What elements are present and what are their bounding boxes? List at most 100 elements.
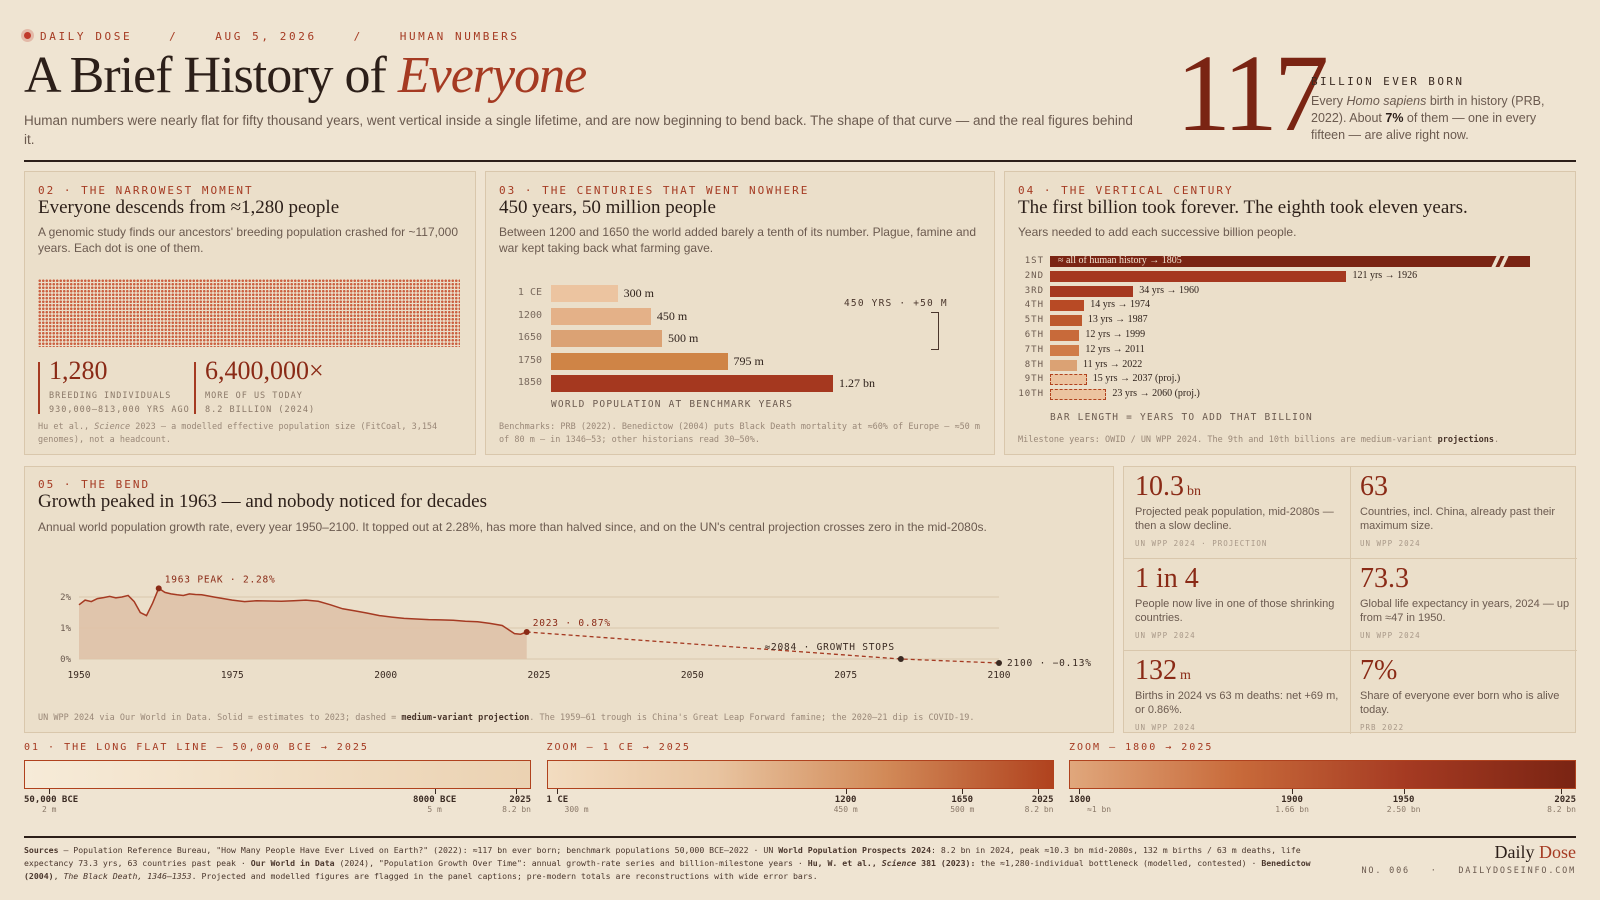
stat-value: 1 in 4 [1135,563,1199,594]
timeline-strip: ZOOM — 1800 → 2025 1800 ≈1 bn 1900 1.66 bn 19… [1069,742,1576,820]
annotation-2100: 2100 · −0.13% [1007,658,1092,669]
panel-description: Annual world population growth rate, eve… [38,520,987,534]
stat-breeding-label: BREEDING INDIVIDUALS 930,000–813,000 YRS … [49,391,190,415]
bar-category-label: 2ND [1024,270,1044,281]
line-chart-svg: 0% 1% 2% 1950 1975 2000 2025 2050 2075 2100 1963 P… [60,574,1092,681]
panel-title: Everyone descends from ≈1,280 people [38,197,340,218]
page-subtitle: Human numbers were nearly flat for fifty… [24,113,1133,147]
strip-tick [962,789,964,794]
y-tick-label: 0% [60,655,71,665]
bar-value-label: 500 m [668,331,699,345]
bar-value-label: 795 m [733,353,764,368]
strip-label: ZOOM — 1800 → 2025 [1069,742,1214,753]
growth-rate-line-chart: 0% 1% 2% 1950 1975 2000 2025 2050 2075 2100 1963 P… [25,573,1115,697]
panel-title: The first billion took forever. The eigh… [1018,197,1468,218]
stat-growth-value: 6,400,000× [205,356,324,385]
tick-value: 2.50 bn [1386,805,1421,814]
annotation-peak: 1963 PEAK · 2.28% [165,574,276,585]
hero-number: 117 [1176,32,1329,154]
bar [1050,285,1134,297]
axis-break-icon [1498,256,1510,267]
strip-tick-label: 1650 500 m [922,795,1002,814]
tick-year: 2025 [509,795,531,805]
brand-logo[interactable]: Daily Dose [1494,842,1577,862]
stat-description: Share of everyone ever born who is alive… [1360,690,1560,716]
x-tick-label: 2050 [681,670,704,681]
strip-tick [1079,789,1081,794]
header-rule [24,160,1576,162]
grid-divider [1124,558,1577,559]
hero-label: BILLION EVER BORN [1311,75,1465,88]
bar-value-label: 11 yrs → 2022 [1082,358,1143,370]
panel-source: Milestone years: OWID / UN WPP 2024. The… [1018,435,1500,445]
bar-category-label: 9TH [1024,374,1044,385]
bar-projected [1050,374,1087,386]
bar-value-label: 23 yrs → 2060 (proj.) [1112,388,1200,400]
billion-bar-chart: 1ST ≈ all of human history → 1805 2ND 121 y… [1005,252,1577,404]
strip-tick [845,789,847,794]
strip-gradient-bar [24,760,531,789]
chart-axis-label: WORLD POPULATION AT BENCHMARK YEARS [551,399,794,410]
bar-category-label: 5TH [1024,315,1044,326]
y-tick-label: 1% [60,624,71,634]
footer-sources: Sources — Population Reference Bureau, "… [24,845,1311,881]
strip-tick-label: 1 CE 300 m [547,795,589,814]
panel-source: Benchmarks: PRB (2022). Benedictow (2004… [499,422,981,445]
timeline-strip: ZOOM — 1 CE → 2025 1 CE 300 m 1200 450 m 1650… [546,742,1054,820]
timeline-strip: 01 · THE LONG FLAT LINE — 50,000 BCE → 2… [24,742,531,820]
tick-year: 2025 [1031,795,1054,805]
stat-cell: 10.3 bn Projected peak population, mid-20… [1135,471,1345,551]
site-link[interactable]: DAILYDOSEINFO.COM [1458,866,1576,876]
tick-year: 50,000 BCE [24,795,79,805]
stat-description: People now live in one of those shrinkin… [1135,598,1335,624]
bar [1050,315,1082,327]
bar-value-label: 15 yrs → 2037 (proj.) [1092,373,1181,385]
bar-projected [1050,389,1107,401]
bar-category-label: 7TH [1024,344,1044,355]
panel-kicker: 05 · THE BEND [38,478,151,491]
strip-tick [515,789,517,794]
stat-source: UN WPP 2024 [1360,631,1421,640]
stat-value: 132 m [1135,655,1191,686]
tick-value: ≈1 bn [1087,805,1112,814]
panel-kicker: 02 · THE NARROWEST MOMENT [38,184,254,197]
panel-vertical-century: 04 · THE VERTICAL CENTURY The first bill… [1004,171,1576,455]
bar [1050,359,1077,371]
x-tick-label: 2100 [988,670,1011,681]
bar [551,330,663,347]
series-line-projection [526,631,1000,664]
panel-title: 450 years, 50 million people [499,197,716,218]
bar [1050,300,1085,312]
panel-kicker: 04 · THE VERTICAL CENTURY [1018,184,1234,197]
annotation-2084: ≈2084 · GROWTH STOPS [764,642,894,653]
stat-value: 7% [1360,655,1398,686]
tick-year: 1800 [1069,795,1091,805]
stat-source: PRB 2022 [1360,723,1405,732]
annotation-bracket [931,312,939,350]
marker-2100 [996,660,1002,667]
strip-tick [556,789,558,794]
bar-category-label: 6TH [1024,330,1044,340]
stat-source: UN WPP 2024 [1360,539,1421,548]
strip-tick-label: 2025 8.2 bn [1025,795,1054,814]
panel-description: Years needed to add each successive bill… [1018,225,1297,239]
footer-meta: NO. 006 · DAILYDOSEINFO.COM [1361,866,1576,876]
stat-value: 73.3 [1360,563,1409,594]
tick-value: 8.2 bn [1547,805,1576,814]
bar-category-label: 8TH [1024,359,1044,370]
stat-source: UN WPP 2024 · PROJECTION [1135,539,1268,548]
tick-value: 1.66 bn [1275,805,1309,814]
stat-value: 10.3 bn [1135,471,1201,502]
panel-title: Growth peaked in 1963 — and nobody notic… [38,491,488,512]
stat-source: UN WPP 2024 [1135,631,1196,640]
stat-description: Projected peak population, mid-2080s — t… [1135,506,1334,532]
bar [1050,330,1080,341]
bar-value-label: ≈ all of human history → 1805 [1058,256,1182,266]
bar-category-label: 1750 [517,354,542,366]
bar [551,307,651,325]
stat-cell: 63 Countries, incl. China, already past … [1360,471,1570,551]
bar-value-label: 1.27 bn [839,376,875,390]
peak-marker [155,585,162,592]
footer-rule [24,836,1576,838]
stat-grid: 10.3 bn Projected peak population, mid-20… [1123,466,1577,734]
